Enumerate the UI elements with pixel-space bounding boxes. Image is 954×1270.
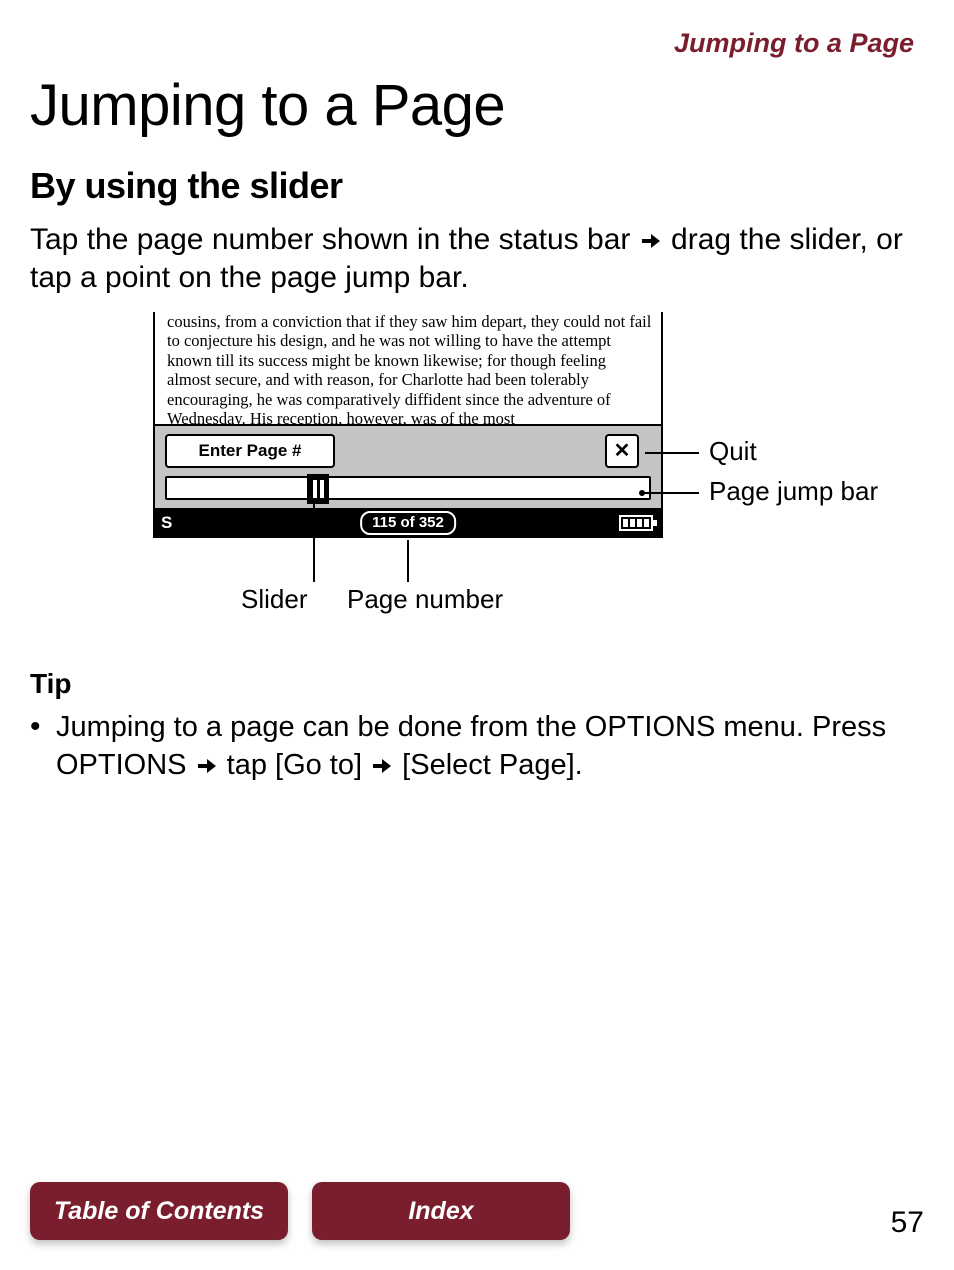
bullet-icon: • <box>30 712 56 785</box>
tip-text-2: tap [Go to] <box>219 749 371 781</box>
status-s-icon: S <box>161 513 172 533</box>
quit-button[interactable]: ✕ <box>605 434 639 468</box>
page-jump-bar[interactable] <box>165 476 651 500</box>
battery-icon <box>619 515 653 531</box>
arrow-right-icon <box>372 757 392 775</box>
running-header: Jumping to a Page <box>674 28 914 59</box>
device-frame: cousins, from a conviction that if they … <box>153 312 663 538</box>
page-number: 57 <box>891 1206 924 1240</box>
diagram: cousins, from a conviction that if they … <box>67 312 887 642</box>
tip-text-3: [Select Page]. <box>394 749 583 781</box>
intro-text: Tap the page number shown in the status … <box>30 221 924 298</box>
arrow-right-icon <box>197 757 217 775</box>
callout-page-jump-bar: Page jump bar <box>709 476 878 507</box>
enter-page-button[interactable]: Enter Page # <box>165 434 335 468</box>
page-title: Jumping to a Page <box>30 72 924 139</box>
device-book-text: cousins, from a conviction that if they … <box>155 312 661 424</box>
toc-button[interactable]: Table of Contents <box>30 1182 288 1240</box>
index-button[interactable]: Index <box>312 1182 570 1240</box>
arrow-right-icon <box>641 232 661 250</box>
tip-item: • Jumping to a page can be done from the… <box>30 708 924 785</box>
status-bar: S 115 of 352 <box>155 508 661 538</box>
callout-page-number: Page number <box>347 584 503 615</box>
device-panel: Enter Page # ✕ <box>155 424 661 508</box>
slider-handle[interactable] <box>307 474 329 504</box>
callout-slider: Slider <box>241 584 307 615</box>
intro-before: Tap the page number shown in the status … <box>30 223 639 256</box>
page-counter[interactable]: 115 of 352 <box>360 511 456 535</box>
tip-heading: Tip <box>30 668 924 700</box>
section-heading: By using the slider <box>30 165 924 207</box>
callout-quit: Quit <box>709 436 757 467</box>
